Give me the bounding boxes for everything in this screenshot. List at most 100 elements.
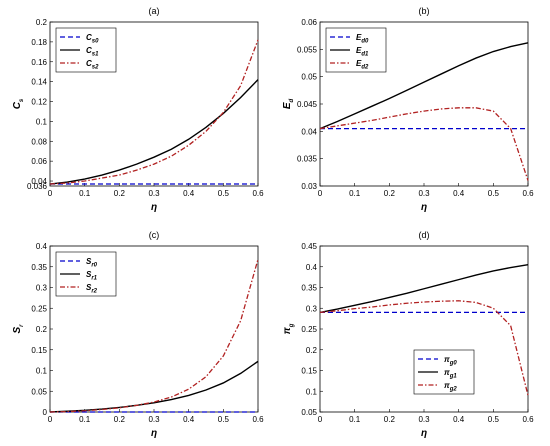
legend-entry-subscript: r2: [91, 289, 97, 295]
series-line-d1: [319, 42, 529, 130]
legend-entry-main: S: [86, 270, 92, 279]
x-tick-label: 0.1: [349, 415, 361, 424]
y-axis-label-main: π: [282, 326, 293, 334]
y-axis-label-subscript: s: [19, 98, 25, 102]
y-axis-label: πg: [282, 323, 295, 334]
legend-entry-main: E: [356, 33, 362, 42]
y-tick-label: 0.06: [31, 157, 47, 166]
x-tick-label: 0.3: [148, 189, 160, 198]
legend-entry-main: C: [86, 33, 92, 42]
series-line-g1: [319, 263, 529, 314]
legend-entry-s0: Cs0: [86, 33, 99, 45]
x-tick-label: 0.3: [418, 189, 430, 198]
legend-entry-g1: πg1: [444, 368, 457, 380]
legend-entry-main: C: [86, 46, 92, 55]
y-tick-label: 0.2: [36, 18, 48, 27]
x-tick-label: 0.1: [79, 415, 91, 424]
legend-entry-g2: πg2: [444, 381, 457, 393]
series-line-r2: [49, 259, 259, 413]
legend-entry-s1: Cs1: [86, 46, 99, 58]
y-axis-label: Cs: [12, 98, 25, 109]
chart-panel-3: 0 0.1 0.2 0.3 0.4 0.5 0.6 0 0.05 0.1 0.15 0.2 0.25 0.…: [12, 230, 264, 439]
x-tick-label: 0.2: [384, 415, 396, 424]
panel-label: (b): [419, 6, 430, 16]
series-line-s1: [49, 79, 259, 185]
x-tick-label: 0.6: [252, 189, 264, 198]
x-tick-label: 0.3: [148, 415, 160, 424]
x-tick-label: 0.2: [384, 189, 396, 198]
y-tick-label: 0.3: [306, 304, 318, 313]
legend-entry-subscript: g0: [449, 361, 458, 367]
x-tick-label: 0: [318, 415, 323, 424]
y-tick-label: 0: [43, 408, 48, 417]
y-tick-label: 0.15: [301, 367, 317, 376]
legend-entry-s2: Cs2: [86, 59, 99, 71]
x-axis-label: η: [421, 428, 427, 439]
y-tick-label: 0.18: [31, 38, 47, 47]
x-tick-label: 0.2: [114, 189, 126, 198]
x-tick-label: 0: [48, 415, 53, 424]
y-tick-label: 0.05: [301, 73, 317, 82]
y-axis-label-subscript: r: [19, 324, 25, 327]
legend-entry-main: S: [86, 283, 92, 292]
y-tick-label: 0.3: [36, 284, 48, 293]
legend-entry-main: E: [356, 46, 362, 55]
x-axis-label: η: [151, 202, 157, 213]
legend-entry-g0: πg0: [444, 355, 457, 367]
chart-panel-4: 0 0.1 0.2 0.3 0.4 0.5 0.6 0.05 0.1 0.15 0.2 0.25 0.3…: [282, 230, 534, 439]
legend-entry-subscript: r1: [91, 276, 97, 282]
y-tick-label: 0.14: [31, 78, 47, 87]
x-axis-label: η: [151, 428, 157, 439]
legend-entry-d1: Ed1: [356, 46, 369, 58]
y-tick-label: 0.2: [36, 325, 48, 334]
y-tick-label: 0.05: [301, 408, 317, 417]
legend-entry-subscript: d2: [361, 65, 369, 71]
legend-entry-subscript: d0: [361, 39, 369, 45]
x-axis-label: η: [421, 202, 427, 213]
legend-entry-d0: Ed0: [356, 33, 369, 45]
y-axis-label-subscript: d: [289, 99, 295, 103]
series-line-g2: [319, 300, 529, 396]
y-tick-label: 0.35: [31, 263, 47, 272]
x-tick-label: 0.4: [183, 415, 195, 424]
x-tick-label: 0.4: [453, 415, 465, 424]
y-tick-label: 0.45: [301, 242, 317, 251]
y-tick-label: 0.16: [31, 58, 47, 67]
y-tick-label: 0.4: [36, 242, 48, 251]
x-tick-label: 0: [48, 189, 53, 198]
y-tick-label: 0.1: [36, 117, 48, 126]
series-line-r1: [49, 360, 259, 413]
legend-entry-subscript: g1: [449, 374, 458, 380]
panel-label: (c): [149, 230, 160, 240]
y-axis-min-label: 0.036: [27, 182, 48, 191]
legend-entry-subscript: s2: [92, 65, 99, 71]
y-tick-label: 0.04: [301, 127, 317, 136]
legend-entry-subscript: s0: [92, 39, 99, 45]
legend-entry-main: π: [444, 381, 450, 390]
y-tick-label: 0.04: [31, 177, 47, 186]
x-tick-label: 0.4: [183, 189, 195, 198]
legend-entry-main: π: [444, 355, 450, 364]
y-axis-label-main: S: [12, 327, 23, 334]
legend-entry-r2: Sr2: [86, 283, 98, 295]
y-tick-label: 0.4: [306, 263, 318, 272]
series-line-s2: [49, 39, 259, 185]
legend-entry-r0: Sr0: [86, 257, 98, 269]
y-axis-label-main: C: [12, 101, 23, 109]
x-tick-label: 0.6: [522, 415, 534, 424]
x-tick-label: 0.5: [218, 415, 230, 424]
y-tick-label: 0.15: [31, 346, 47, 355]
y-tick-label: 0.25: [301, 325, 317, 334]
chart-panel-1: 0 0.1 0.2 0.3 0.4 0.5 0.6 0.04 0.06 0.08 0.1 0.12 0.…: [12, 6, 264, 213]
legend-entry-main: S: [86, 257, 92, 266]
y-tick-label: 0.25: [31, 304, 47, 313]
legend-entry-r1: Sr1: [86, 270, 98, 282]
legend-entry-d2: Ed2: [356, 59, 369, 71]
x-tick-label: 0.4: [453, 189, 465, 198]
y-tick-label: 0.1: [36, 367, 48, 376]
y-tick-label: 0.045: [297, 100, 318, 109]
legend-entry-subscript: r0: [91, 263, 97, 269]
